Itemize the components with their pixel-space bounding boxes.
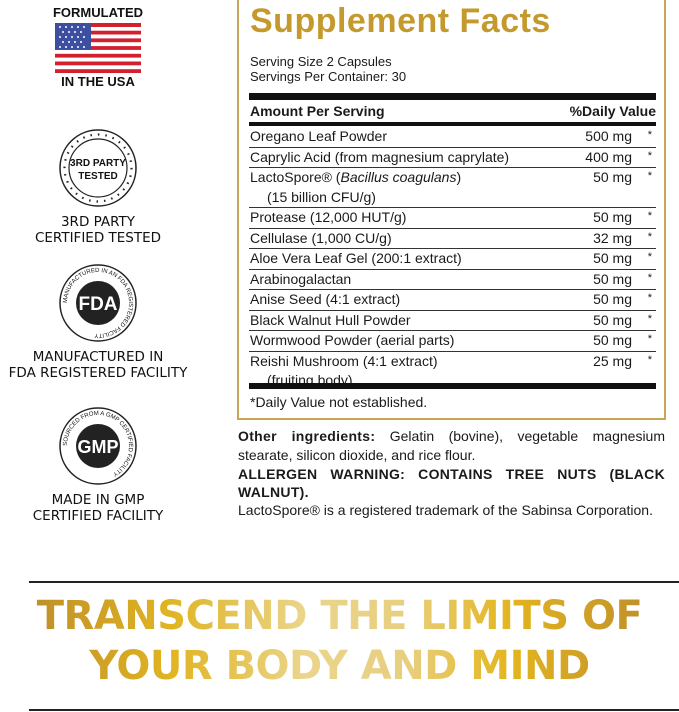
ingredient-daily-value: * bbox=[647, 251, 652, 263]
serving-info: Serving Size 2 Capsules Servings Per Con… bbox=[250, 54, 406, 84]
ingredient-amount: 50 mg bbox=[593, 332, 632, 348]
ingredient-name: Arabinogalactan bbox=[250, 270, 352, 287]
ingredient-amount: 50 mg bbox=[593, 250, 632, 266]
trademark-note: LactoSpore® is a registered trademark of… bbox=[238, 502, 653, 518]
ingredient-row: Cellulase (1,000 CU/g) 32 mg * bbox=[249, 229, 656, 249]
badge-label: CERTIFIED FACILITY bbox=[32, 508, 164, 524]
third-party-tested-seal-icon: 3RD PARTY TESTED bbox=[59, 129, 137, 207]
other-ingredients-text: Gelatin (bovine), vegetable magnesium st… bbox=[238, 428, 666, 463]
divider-thick bbox=[249, 383, 656, 389]
third-party-tested-badge: 3RD PARTY TESTED 3RD PARTY CERTIFIED TES… bbox=[0, 128, 196, 246]
divider-top bbox=[29, 581, 679, 583]
us-flag-icon bbox=[55, 23, 141, 73]
ingredient-daily-value: * bbox=[647, 230, 652, 243]
ingredient-amount: 50 mg bbox=[593, 209, 632, 225]
supplement-facts-panel: Supplement Facts Serving Size 2 Capsules… bbox=[237, 0, 666, 420]
ingredient-row: Arabinogalactan 50 mg * bbox=[249, 270, 656, 290]
ingredient-amount: 500 mg bbox=[585, 128, 632, 144]
other-ingredients-label: Other ingredients: bbox=[238, 428, 376, 444]
fda-facility-badge: MANUFACTURED IN AN FDA REGISTERED FACILI… bbox=[0, 263, 196, 381]
gmp-seal-icon: SOURCED FROM A GMP CERTIFIED FACILITY GM… bbox=[59, 407, 137, 485]
header-daily-value: %Daily Value bbox=[569, 103, 656, 119]
ingredient-name: Aloe Vera Leaf Gel (200:1 extract) bbox=[250, 250, 462, 266]
ingredient-name: Cellulase (1,000 CU/g) bbox=[250, 229, 392, 246]
ingredient-name: Wormwood Powder (aerial parts) bbox=[250, 332, 455, 348]
ingredient-daily-value: * bbox=[647, 210, 652, 222]
divider-medium bbox=[249, 122, 656, 126]
badge-top-text: FORMULATED bbox=[52, 5, 144, 20]
ingredient-daily-value: * bbox=[647, 170, 652, 182]
facts-title: Supplement Facts bbox=[250, 2, 551, 40]
ingredient-row: Anise Seed (4:1 extract) 50 mg * bbox=[249, 290, 656, 311]
badge-label: MADE IN GMP bbox=[51, 492, 145, 508]
other-ingredients: Other ingredients: Gelatin (bovine), veg… bbox=[238, 427, 665, 520]
footnote: *Daily Value not established. bbox=[250, 394, 428, 410]
badge-label: MANUFACTURED IN bbox=[32, 349, 164, 365]
serving-size: Serving Size 2 Capsules bbox=[250, 54, 392, 69]
gmp-facility-badge: SOURCED FROM A GMP CERTIFIED FACILITY GM… bbox=[0, 406, 196, 524]
svg-text:GMP: GMP bbox=[77, 437, 118, 457]
allergen-warning: ALLERGEN WARNING: CONTAINS TREE NUTS (BL… bbox=[238, 466, 665, 500]
ingredient-amount: 400 mg bbox=[585, 148, 632, 165]
header-amount: Amount Per Serving bbox=[250, 103, 385, 119]
slogan-line-1: TRANSCEND THE LIMITS OF bbox=[0, 592, 679, 640]
ingredient-row: Aloe Vera Leaf Gel (200:1 extract) 50 mg * bbox=[249, 249, 656, 270]
ingredient-row: LactoSpore® (Bacillus coagulans) (15 bill… bbox=[249, 168, 656, 208]
divider-thick bbox=[249, 93, 656, 100]
badge-label: CERTIFIED TESTED bbox=[34, 230, 162, 246]
badge-label: 3RD PARTY bbox=[60, 214, 136, 230]
ingredient-amount: 50 mg bbox=[593, 291, 632, 307]
fda-seal-icon: MANUFACTURED IN AN FDA REGISTERED FACILI… bbox=[59, 264, 137, 342]
ingredient-daily-value: * bbox=[647, 149, 652, 162]
svg-text:FDA: FDA bbox=[78, 294, 117, 315]
ingredient-amount: 50 mg bbox=[593, 311, 632, 328]
ingredient-amount: 50 mg bbox=[593, 270, 632, 287]
ingredient-daily-value: * bbox=[647, 312, 652, 325]
ingredient-daily-value: * bbox=[647, 271, 652, 284]
ingredient-row: Oregano Leaf Powder 500 mg * bbox=[249, 127, 656, 148]
ingredient-daily-value: * bbox=[647, 129, 652, 141]
ingredient-row: Wormwood Powder (aerial parts) 50 mg * bbox=[249, 331, 656, 352]
ingredient-name: Anise Seed (4:1 extract) bbox=[250, 291, 401, 307]
ingredient-row: Black Walnut Hull Powder 50 mg * bbox=[249, 311, 656, 331]
ingredient-name: LactoSpore® (Bacillus coagulans) (15 bill… bbox=[250, 168, 556, 207]
ingredient-amount: 50 mg bbox=[593, 169, 632, 185]
servings-per-container: Servings Per Container: 30 bbox=[250, 69, 407, 84]
ingredient-amount: 32 mg bbox=[593, 229, 632, 246]
ingredient-name: Black Walnut Hull Powder bbox=[250, 311, 411, 328]
slogan-line-2: YOUR BODY AND MIND bbox=[0, 642, 679, 690]
ingredient-name: Protease (12,000 HUT/g) bbox=[250, 209, 407, 225]
facts-header: Amount Per Serving %Daily Value bbox=[250, 103, 656, 119]
formulated-in-usa-badge: FORMULATED IN THE USA bbox=[0, 5, 196, 90]
ingredient-list: Oregano Leaf Powder 500 mg * Caprylic Acid … bbox=[249, 127, 656, 391]
ingredient-amount: 25 mg bbox=[593, 352, 632, 369]
badge-bottom-text: IN THE USA bbox=[61, 74, 135, 89]
svg-text:3RD PARTY: 3RD PARTY bbox=[70, 158, 126, 169]
ingredient-daily-value: * bbox=[647, 333, 652, 345]
ingredient-name: Oregano Leaf Powder bbox=[250, 128, 387, 144]
ingredient-name: Caprylic Acid (from magnesium caprylate) bbox=[250, 148, 510, 165]
badge-label: FDA REGISTERED FACILITY bbox=[8, 365, 188, 381]
ingredient-row: Caprylic Acid (from magnesium caprylate)… bbox=[249, 148, 656, 168]
ingredient-daily-value: * bbox=[647, 292, 652, 304]
divider-bottom bbox=[29, 709, 679, 711]
svg-text:TESTED: TESTED bbox=[78, 171, 117, 182]
ingredient-subtext: (15 billion CFU/g) bbox=[267, 188, 376, 205]
ingredient-row: Protease (12,000 HUT/g) 50 mg * bbox=[249, 208, 656, 229]
ingredient-daily-value: * bbox=[647, 353, 652, 366]
